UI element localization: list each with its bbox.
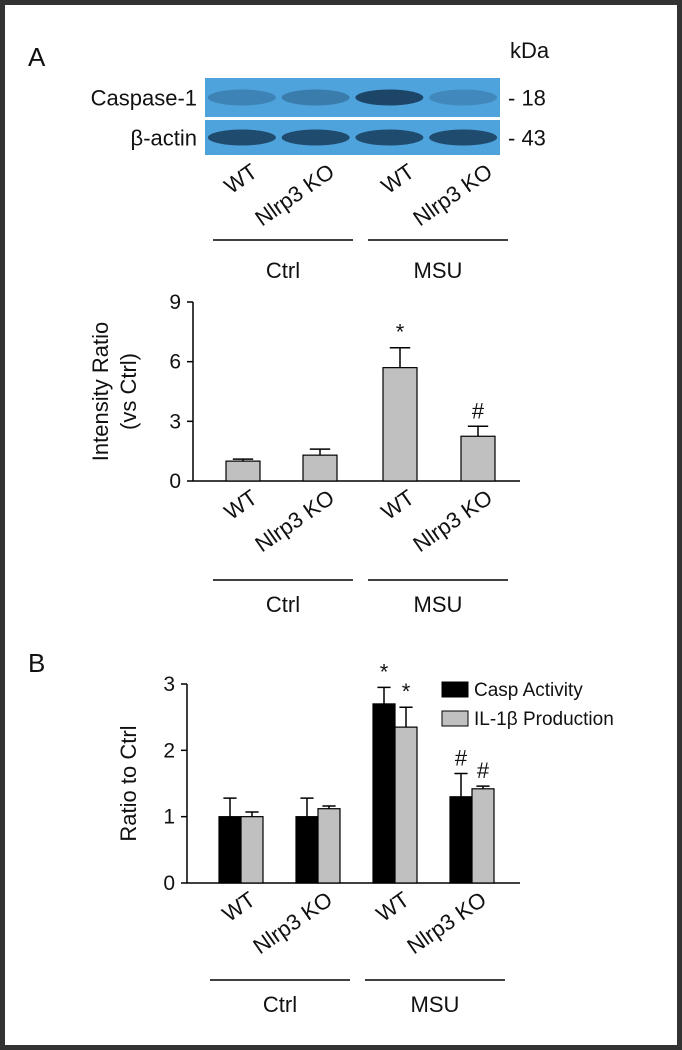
legend-label: Casp Activity (474, 680, 583, 701)
bar (382, 367, 418, 482)
group-label: MSU (414, 258, 463, 283)
error-bar (467, 425, 489, 437)
y-tick-label: 3 (163, 673, 175, 696)
bar (460, 435, 496, 482)
annotation: * (402, 679, 411, 704)
blot-band (281, 89, 350, 106)
group-label: Ctrl (263, 992, 297, 1017)
blot-band (355, 129, 424, 146)
error-bar (454, 772, 468, 797)
legend-label: IL-1β Production (474, 709, 614, 730)
bar (394, 726, 418, 884)
bar (317, 808, 341, 884)
blot-unit: kDa (510, 38, 550, 63)
panel-label: B (28, 648, 45, 678)
panel-label: A (28, 42, 46, 72)
y-tick-label: 2 (163, 739, 175, 762)
bar (302, 454, 338, 482)
annotation: * (380, 659, 389, 684)
y-axis-label: Ratio to Ctrl (116, 725, 141, 841)
y-tick-label: 0 (163, 872, 175, 895)
bar (240, 816, 264, 884)
group-label: MSU (414, 592, 463, 617)
error-bar (245, 811, 259, 817)
error-bar (223, 797, 237, 817)
error-bar (300, 797, 314, 817)
y-tick-label: 0 (169, 470, 181, 493)
blot-row-label: β-actin (131, 126, 197, 151)
annotation: # (477, 758, 490, 783)
y-tick-label: 9 (169, 291, 181, 314)
error-bar (389, 346, 411, 368)
y-tick-label: 6 (169, 351, 181, 374)
blot-strip (205, 78, 500, 117)
annotation: # (472, 398, 485, 423)
bar (449, 796, 473, 884)
blot-marker: - 43 (508, 126, 546, 151)
bar (372, 703, 396, 884)
bar (471, 788, 495, 884)
bar (225, 460, 261, 482)
legend-swatch (441, 681, 469, 698)
legend-swatch (441, 710, 469, 727)
blot-band (207, 89, 276, 106)
error-bar (377, 686, 391, 704)
error-bar (476, 785, 490, 789)
error-bar (399, 706, 413, 728)
bar (218, 816, 242, 884)
error-bar (322, 805, 336, 809)
blot-row-label: Caspase-1 (91, 86, 197, 111)
error-bar (309, 448, 331, 456)
group-label: Ctrl (266, 592, 300, 617)
y-tick-label: 1 (163, 806, 175, 829)
group-label: Ctrl (266, 258, 300, 283)
blot-band (429, 89, 498, 106)
y-axis-label: Intensity Ratio (88, 322, 113, 461)
group-label: MSU (411, 992, 460, 1017)
annotation: * (396, 320, 405, 345)
error-bar (232, 458, 254, 462)
y-axis-label: (vs Ctrl) (116, 353, 141, 430)
bar (295, 816, 319, 884)
blot-marker: - 18 (508, 86, 546, 111)
y-tick-label: 3 (169, 410, 181, 433)
blot-band (429, 129, 498, 146)
blot-band (207, 129, 276, 146)
annotation: # (455, 746, 468, 771)
blot-band (281, 129, 350, 146)
blot-band (355, 89, 424, 106)
